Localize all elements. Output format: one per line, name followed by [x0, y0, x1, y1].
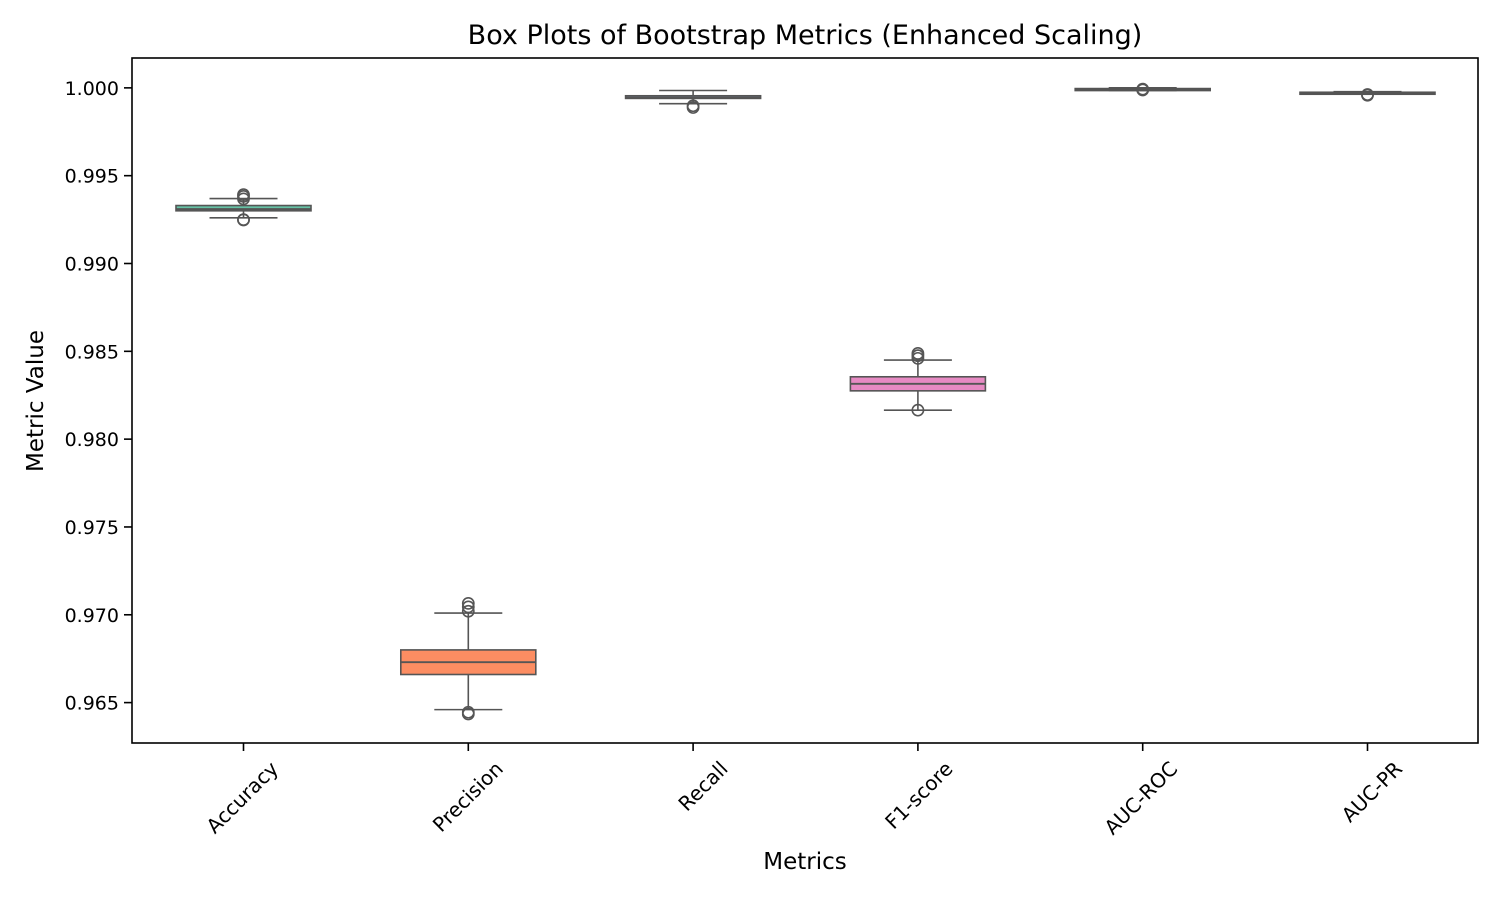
- x-axis-label: Metrics: [763, 849, 847, 875]
- outlier-point: [461, 604, 475, 618]
- box-group-auc-pr: [1299, 88, 1436, 102]
- outlier-point: [461, 596, 475, 610]
- box-layer: [175, 82, 1436, 721]
- y-tick-label: 0.995: [65, 166, 119, 188]
- box-group-accuracy: [175, 188, 312, 227]
- outlier-point: [911, 347, 925, 360]
- outlier-point: [237, 188, 250, 202]
- x-tick-label: Recall: [673, 757, 732, 816]
- box-group-recall: [624, 89, 762, 114]
- x-tick-label: AUC-ROC: [1099, 757, 1182, 840]
- y-tick-label: 0.985: [65, 341, 119, 363]
- outlier-point: [461, 600, 475, 614]
- box-group-auc-roc: [1074, 82, 1211, 97]
- x-tick-label: AUC-PR: [1337, 756, 1407, 826]
- y-tick-label: 1.000: [65, 78, 119, 100]
- x-tick-label: Precision: [428, 757, 508, 837]
- outlier-point: [1361, 88, 1374, 101]
- plot-area-frame: [131, 57, 1479, 744]
- y-tick-label: 0.990: [65, 254, 119, 276]
- box-group-precision: [399, 596, 537, 721]
- x-tick-layer: Accuracy Precision Recall F1-score AUC-ROC AU…: [201, 743, 1407, 839]
- outlier-point: [1136, 82, 1150, 96]
- y-axis-label: Metric Value: [23, 330, 49, 472]
- x-tick-label: F1-score: [880, 757, 957, 834]
- outlier-point: [911, 403, 925, 417]
- y-tick-label: 0.965: [65, 693, 119, 715]
- y-tick-label: 0.980: [65, 429, 119, 451]
- y-tick-label: 0.970: [65, 605, 119, 627]
- y-tick-layer: 0.965 0.970 0.975 0.980 0.985 0.990 0.995 1.000: [65, 78, 132, 715]
- outlier-point: [686, 99, 700, 113]
- x-tick-label: Accuracy: [201, 756, 283, 838]
- outlier-point: [461, 705, 475, 719]
- box-group-f1-score: [849, 347, 987, 417]
- outlier-point: [237, 213, 250, 227]
- chart-title: Box Plots of Bootstrap Metrics (Enhanced…: [468, 20, 1143, 51]
- y-tick-label: 0.975: [65, 517, 119, 539]
